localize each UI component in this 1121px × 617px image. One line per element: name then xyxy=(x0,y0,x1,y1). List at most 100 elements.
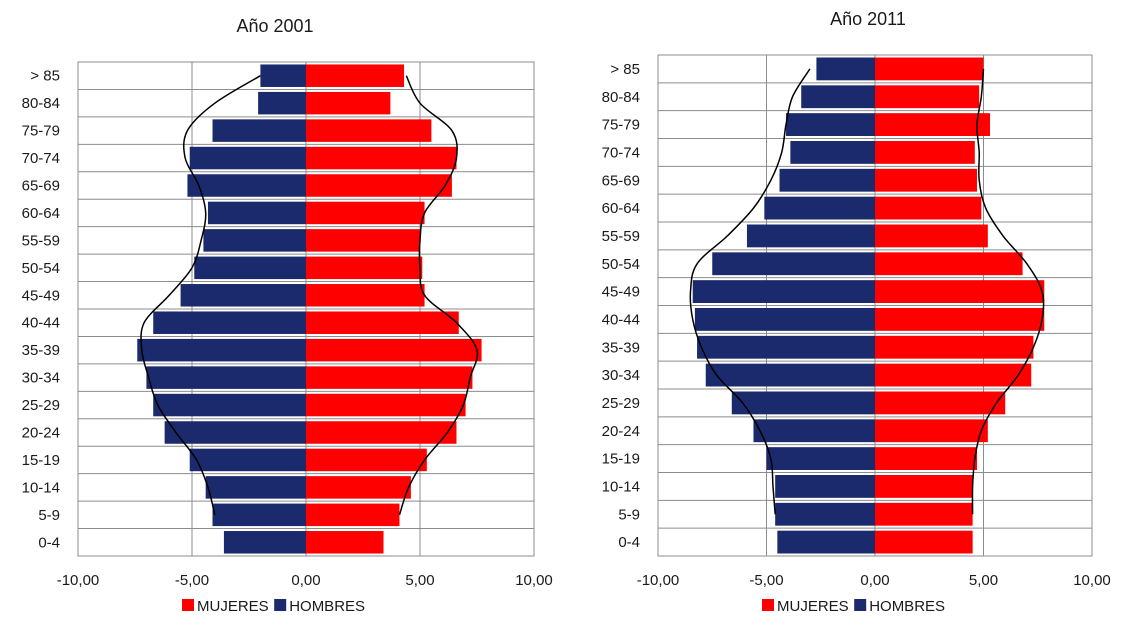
bar-hombres-4044 xyxy=(694,308,875,331)
legend-swatch-hombres xyxy=(854,599,867,611)
bar-hombres-7579 xyxy=(212,119,306,142)
x-tick-label: 0,00 xyxy=(860,572,889,589)
age-group-label: 35-39 xyxy=(602,339,640,356)
bar-hombres-3034 xyxy=(146,366,306,389)
bar-hombres-2024 xyxy=(164,421,306,444)
age-group-label: 50-54 xyxy=(22,260,60,277)
bar-mujeres-85 xyxy=(875,57,984,81)
age-group-label: 65-69 xyxy=(22,178,60,195)
bar-mujeres-2024 xyxy=(306,421,457,444)
bar-hombres-4044 xyxy=(153,311,306,334)
age-group-label: 0-4 xyxy=(618,534,640,551)
x-tick-label: -5,00 xyxy=(175,572,209,589)
plot-frame xyxy=(657,54,1093,557)
x-tick-label: 5,00 xyxy=(405,572,434,589)
bar-hombres-7074 xyxy=(790,141,875,164)
pyramid-panel-2011: Año 2011 0-4 5-9 10-14 15-19 20-24 25-29 30-34 3… xyxy=(602,9,1111,615)
bar-hombres-04 xyxy=(777,530,875,554)
age-group-label: 55-59 xyxy=(602,228,640,245)
bar-mujeres-4044 xyxy=(875,308,1045,331)
age-group-label: 30-34 xyxy=(602,367,640,384)
age-group-label: 55-59 xyxy=(22,232,60,249)
bar-mujeres-5559 xyxy=(306,229,420,252)
age-group-label: 70-74 xyxy=(602,144,640,161)
age-group-label: 50-54 xyxy=(602,256,640,273)
age-group-label: 25-29 xyxy=(22,397,60,414)
x-tick-label: 5,00 xyxy=(969,572,998,589)
legend-label-mujeres: MUJERES xyxy=(777,598,849,615)
bar-mujeres-7579 xyxy=(306,119,432,142)
trend-line-mujeres xyxy=(971,68,1045,515)
trend-line-mujeres xyxy=(398,75,479,516)
x-tick-label: 0,00 xyxy=(291,572,320,589)
bar-hombres-6569 xyxy=(187,174,306,197)
bar-mujeres-6569 xyxy=(875,168,977,192)
bar-mujeres-6569 xyxy=(306,174,452,197)
bar-mujeres-7074 xyxy=(306,146,457,170)
legend-swatch-hombres xyxy=(274,599,287,611)
age-group-label: 75-79 xyxy=(602,117,640,134)
bar-hombres-2529 xyxy=(153,393,306,417)
bar-hombres-3539 xyxy=(137,338,306,362)
bar-mujeres-59 xyxy=(875,502,973,526)
bar-mujeres-5054 xyxy=(306,256,423,280)
bar-hombres-6569 xyxy=(779,168,875,192)
bar-hombres-1519 xyxy=(189,448,306,472)
bar-hombres-1014 xyxy=(205,476,306,499)
age-group-label: 30-34 xyxy=(22,370,60,387)
bar-mujeres-1519 xyxy=(306,448,427,472)
age-group-label: 70-74 xyxy=(22,150,60,167)
age-group-label: > 85 xyxy=(30,68,60,85)
age-group-label: 5-9 xyxy=(38,507,60,524)
age-group-label: 35-39 xyxy=(22,342,60,359)
bar-hombres-6064 xyxy=(764,196,875,220)
bar-mujeres-4549 xyxy=(306,284,425,307)
trend-line-hombres xyxy=(689,68,811,515)
bar-mujeres-85 xyxy=(306,64,405,87)
bar-mujeres-3034 xyxy=(306,366,473,389)
bar-mujeres-59 xyxy=(306,503,400,527)
bar-mujeres-04 xyxy=(875,530,973,554)
bar-mujeres-1014 xyxy=(875,475,973,498)
bar-mujeres-2024 xyxy=(875,419,988,443)
bar-mujeres-6064 xyxy=(306,201,425,225)
age-group-label: 75-79 xyxy=(22,123,60,140)
bar-hombres-3539 xyxy=(697,335,875,359)
age-group-label: > 85 xyxy=(610,61,640,78)
age-group-label: 40-44 xyxy=(22,315,60,332)
age-group-label: 65-69 xyxy=(602,172,640,189)
bar-hombres-2024 xyxy=(753,419,875,443)
age-group-label: 25-29 xyxy=(602,395,640,412)
x-tick-label: -10,00 xyxy=(637,572,680,589)
age-group-label: 80-84 xyxy=(602,89,640,106)
bar-hombres-3034 xyxy=(705,363,875,387)
age-group-label: 60-64 xyxy=(22,205,60,222)
plot-frame xyxy=(77,61,535,557)
bar-hombres-85 xyxy=(260,64,306,87)
age-group-label: 15-19 xyxy=(602,451,640,468)
age-group-label: 45-49 xyxy=(22,287,60,304)
bar-mujeres-1014 xyxy=(306,476,411,499)
legend-swatch-mujeres xyxy=(182,599,194,611)
bar-mujeres-4044 xyxy=(306,311,459,334)
bar-hombres-8084 xyxy=(801,85,875,109)
legend-label-hombres: HOMBRES xyxy=(289,598,365,615)
bar-mujeres-2529 xyxy=(875,391,1006,415)
bar-mujeres-3539 xyxy=(306,338,482,362)
bar-hombres-7074 xyxy=(189,146,306,170)
age-group-label: 40-44 xyxy=(602,311,640,328)
bar-hombres-8084 xyxy=(258,91,306,115)
bar-mujeres-4549 xyxy=(875,280,1045,303)
bar-mujeres-3034 xyxy=(875,363,1032,387)
bar-hombres-85 xyxy=(816,57,875,81)
bar-hombres-5559 xyxy=(746,224,875,248)
bar-mujeres-3539 xyxy=(875,335,1034,359)
x-tick-label: -10,00 xyxy=(57,572,100,589)
age-group-label: 80-84 xyxy=(22,95,60,112)
age-group-label: 20-24 xyxy=(22,425,60,442)
bar-hombres-4549 xyxy=(180,284,306,307)
bar-hombres-04 xyxy=(223,531,306,554)
bar-mujeres-7074 xyxy=(875,141,975,164)
age-group-label: 0-4 xyxy=(38,534,60,551)
bar-mujeres-5559 xyxy=(875,224,988,248)
